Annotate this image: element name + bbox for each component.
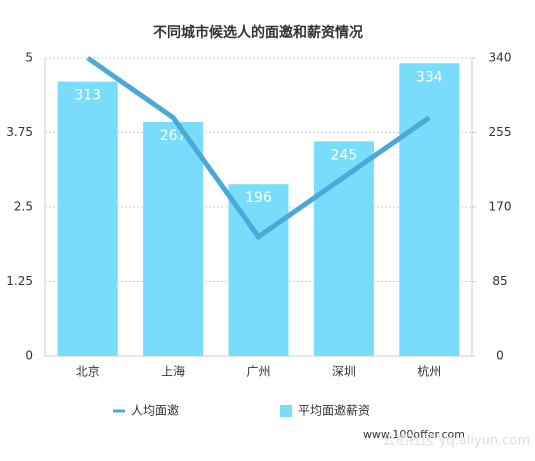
value-label: 334 xyxy=(416,69,443,85)
y2-tick-label: 170 xyxy=(489,200,512,214)
legend-label: 平均面邀薪资 xyxy=(298,403,370,418)
y2-tick-label: 340 xyxy=(489,51,512,65)
y-tick-label: 3.75 xyxy=(6,125,33,139)
bar xyxy=(143,121,204,356)
legend-label: 人均面邀 xyxy=(131,403,179,418)
value-label: 245 xyxy=(331,147,358,163)
x-tick-label: 上海 xyxy=(161,364,185,379)
x-tick-label: 北京 xyxy=(76,365,100,379)
y2-tick-label: 85 xyxy=(492,274,507,288)
watermark: www.100offer.com xyxy=(363,428,465,441)
legend-swatch xyxy=(280,405,292,417)
value-label: 313 xyxy=(74,88,101,104)
y-tick-label: 5 xyxy=(25,51,33,65)
x-tick-label: 深圳 xyxy=(332,365,356,379)
y2-tick-label: 255 xyxy=(489,125,512,139)
bar xyxy=(57,81,118,356)
chart-title: 不同城市候选人的面邀和薪资情况 xyxy=(153,24,363,41)
x-tick-label: 杭州 xyxy=(417,364,441,379)
x-tick-label: 广州 xyxy=(246,365,270,379)
bar xyxy=(399,63,460,357)
bar xyxy=(313,141,374,356)
watermark: 云栖社区 yq.aliyun.com xyxy=(383,433,530,449)
y2-tick-label: 0 xyxy=(496,349,504,363)
y-tick-label: 0 xyxy=(25,349,33,363)
y-tick-label: 1.25 xyxy=(6,274,33,288)
line xyxy=(86,55,431,241)
y-tick-label: 2.5 xyxy=(14,200,33,214)
value-label: 196 xyxy=(245,190,272,206)
value-label: 267 xyxy=(160,128,187,144)
